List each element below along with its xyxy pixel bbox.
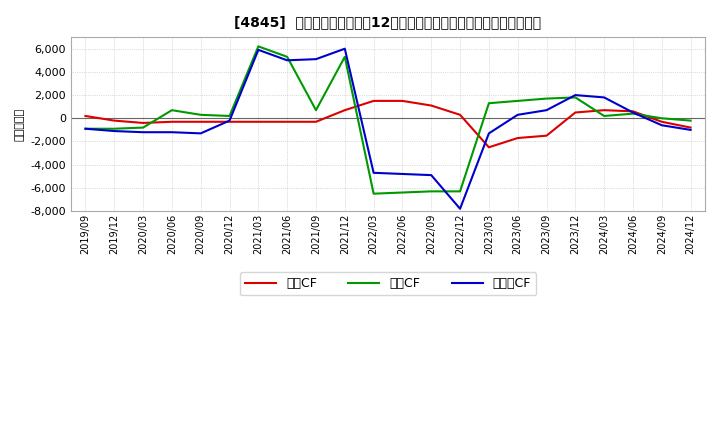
- フリーCF: [369, 170, 378, 176]
- 投資CF: [456, 189, 464, 194]
- 投資CF: [427, 189, 436, 194]
- 投資CF: [168, 107, 176, 113]
- 営業CF: [283, 119, 292, 125]
- Line: 営業CF: 営業CF: [86, 101, 690, 147]
- フリーCF: [81, 126, 90, 132]
- 営業CF: [629, 109, 637, 114]
- 投資CF: [600, 114, 608, 119]
- 営業CF: [341, 107, 349, 113]
- フリーCF: [139, 129, 148, 135]
- 営業CF: [369, 98, 378, 103]
- 営業CF: [485, 145, 493, 150]
- フリーCF: [600, 95, 608, 100]
- Line: 投資CF: 投資CF: [86, 46, 690, 194]
- 営業CF: [427, 103, 436, 108]
- フリーCF: [283, 58, 292, 63]
- フリーCF: [398, 171, 407, 176]
- 営業CF: [571, 110, 580, 115]
- 投資CF: [197, 112, 205, 117]
- 投資CF: [657, 116, 666, 121]
- 投資CF: [254, 44, 263, 49]
- 投資CF: [398, 190, 407, 195]
- 営業CF: [542, 133, 551, 138]
- フリーCF: [686, 127, 695, 132]
- フリーCF: [254, 47, 263, 52]
- 営業CF: [657, 119, 666, 125]
- 営業CF: [312, 119, 320, 125]
- フリーCF: [542, 107, 551, 113]
- 投資CF: [571, 95, 580, 100]
- 営業CF: [197, 119, 205, 125]
- 営業CF: [168, 119, 176, 125]
- 営業CF: [254, 119, 263, 125]
- 投資CF: [225, 114, 234, 119]
- 投資CF: [341, 54, 349, 59]
- フリーCF: [427, 172, 436, 178]
- 投資CF: [139, 125, 148, 130]
- 営業CF: [139, 120, 148, 125]
- フリーCF: [197, 131, 205, 136]
- 営業CF: [600, 107, 608, 113]
- 営業CF: [513, 136, 522, 141]
- Legend: 営業CF, 投資CF, フリーCF: 営業CF, 投資CF, フリーCF: [240, 272, 536, 295]
- 投資CF: [513, 98, 522, 103]
- フリーCF: [225, 118, 234, 123]
- 営業CF: [398, 98, 407, 103]
- 投資CF: [686, 118, 695, 123]
- Y-axis label: （百万円）: （百万円）: [15, 107, 25, 141]
- 投資CF: [629, 111, 637, 116]
- 投資CF: [542, 96, 551, 101]
- フリーCF: [341, 46, 349, 51]
- Line: フリーCF: フリーCF: [86, 49, 690, 209]
- 営業CF: [225, 119, 234, 125]
- フリーCF: [513, 112, 522, 117]
- フリーCF: [657, 123, 666, 128]
- 営業CF: [456, 112, 464, 117]
- 投資CF: [110, 126, 119, 132]
- フリーCF: [110, 128, 119, 134]
- フリーCF: [168, 129, 176, 135]
- 営業CF: [81, 114, 90, 119]
- 投資CF: [81, 126, 90, 132]
- 投資CF: [369, 191, 378, 196]
- フリーCF: [629, 110, 637, 115]
- 投資CF: [485, 101, 493, 106]
- フリーCF: [456, 206, 464, 211]
- 投資CF: [283, 54, 292, 59]
- フリーCF: [571, 92, 580, 98]
- 営業CF: [110, 118, 119, 123]
- Title: [4845]  キャッシュフローの12か月移動合計の対前年同期増減額の推移: [4845] キャッシュフローの12か月移動合計の対前年同期増減額の推移: [235, 15, 541, 29]
- フリーCF: [312, 56, 320, 62]
- 投資CF: [312, 107, 320, 113]
- フリーCF: [485, 131, 493, 136]
- 営業CF: [686, 125, 695, 130]
